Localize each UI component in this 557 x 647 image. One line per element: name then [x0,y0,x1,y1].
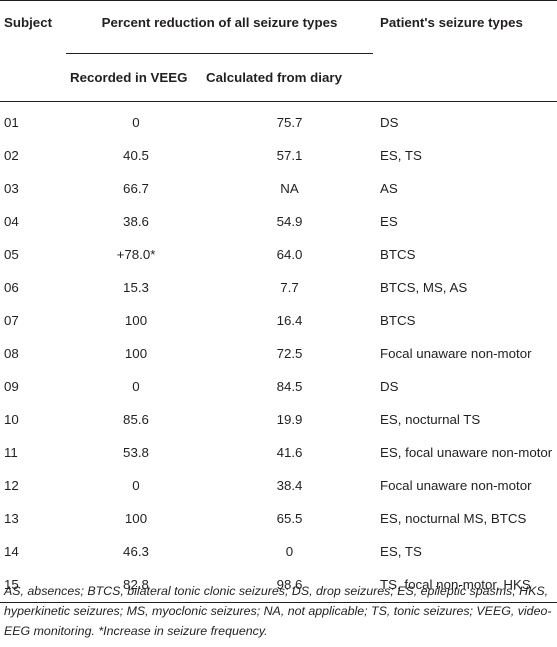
recorded-veeg-cell: 85.6 [123,412,149,427]
subject-cell: 12 [4,478,19,493]
header-subject: Subject [0,0,66,54]
calculated-diary-cell: 65.5 [276,511,303,526]
calculated-diary-cell: 19.9 [276,412,303,427]
recorded-veeg-cell: 66.7 [123,181,149,196]
recorded-veeg-cell: 46.3 [123,544,149,559]
subject-cell: 09 [4,379,19,394]
seizure-reduction-table: Subject Percent reduction of all seizure… [0,0,557,603]
recorded-veeg-cell: 38.6 [123,214,149,229]
subject-cell: 15 [0,569,66,603]
recorded-veeg-cell: 0 [132,379,140,394]
recorded-veeg-cell: 100 [124,313,148,328]
table-footnote: AS, absences; BTCS, bilateral tonic clon… [4,584,552,638]
table-row: 07 100 16.4 BTCS [0,305,557,338]
header-recorded-in-veeg: Recorded in VEEG [66,53,206,102]
calculated-diary-cell: 84.5 [276,379,303,394]
subject-cell: 05 [4,247,19,262]
seizure-types-cell: ES, focal unaware non-motor [380,445,553,460]
calculated-diary-cell: 7.7 [280,280,299,295]
table-row: 04 38.6 54.9 ES [0,206,557,239]
seizure-types-cell: ES, TS [380,148,422,163]
table-row: 14 46.3 0 ES, TS [0,536,557,569]
seizure-types-cell: ES, TS [380,544,422,559]
seizure-types-cell: BTCS [380,313,416,328]
header-percent-reduction: Percent reduction of all seizure types [66,0,374,54]
table-row: 15 82.8 98.6 TS, focal non-motor, HKS [0,569,557,603]
recorded-veeg-cell: 40.5 [123,148,149,163]
calculated-diary-cell: 75.7 [276,115,303,130]
calculated-diary-cell: 0 [285,544,294,559]
recorded-veeg-cell: 100 [124,511,148,526]
seizure-types-cell: AS [380,181,398,196]
table-row: 13 100 65.5 ES, nocturnal MS, BTCS [0,503,557,536]
subject-cell: 14 [4,544,19,559]
subject-cell: 01 [4,115,19,130]
seizure-types-cell: ES [380,214,398,229]
recorded-veeg-cell: +78.0* [116,247,156,262]
subject-cell: 02 [4,148,19,163]
seizure-types-cell: BTCS [380,247,416,262]
calculated-diary-cell: 38.4 [276,478,303,493]
recorded-veeg-cell: 100 [124,346,148,361]
seizure-types-cell: DS [380,115,399,130]
subject-cell: 08 [4,346,19,361]
calculated-diary-cell: 16.4 [276,313,303,328]
recorded-veeg-cell: 15.3 [123,280,149,295]
seizure-types-cell: TS, focal non-motor, HKS [373,569,557,603]
calculated-diary-cell: 72.5 [276,346,303,361]
calculated-diary-cell: 64.0 [276,247,303,262]
seizure-types-cell: Focal unaware non-motor [380,478,532,493]
calculated-diary-cell: 54.9 [276,214,303,229]
seizure-types-cell: BTCS, MS, AS [380,280,468,295]
table-row: 05 +78.0* 64.0 BTCS [0,239,557,272]
subject-cell: 03 [4,181,19,196]
recorded-veeg-cell: 0 [132,478,140,493]
seizure-types-cell: Focal unaware non-motor [380,346,532,361]
table-row: 09 0 84.5 DS [0,371,557,404]
subject-cell: 06 [4,280,19,295]
seizure-types-cell: ES, nocturnal TS [380,412,481,427]
header-types-blank [373,53,557,102]
recorded-veeg-cell: 0 [132,115,140,130]
table-row: 12 0 38.4 Focal unaware non-motor [0,470,557,503]
table-row: 08 100 72.5 Focal unaware non-motor [0,338,557,371]
header-patient-seizure-types: Patient's seizure types [373,0,557,54]
table-row: 06 15.3 7.7 BTCS, MS, AS [0,272,557,305]
table-row: 10 85.6 19.9 ES, nocturnal TS [0,404,557,437]
calculated-diary-cell: NA [280,181,299,196]
subject-cell: 07 [4,313,19,328]
subject-cell: 11 [4,445,18,460]
recorded-veeg-cell: 53.8 [123,445,149,460]
seizure-types-cell: ES, nocturnal MS, BTCS [380,511,527,526]
table-row: 01 0 75.7 DS [0,102,557,141]
table-body: 01 0 75.7 DS 02 40.5 57.1 ES, TS 03 66.7 NA AS 04 38.… [0,102,557,603]
table-row: 02 40.5 57.1 ES, TS [0,140,557,173]
table-header: Subject Percent reduction of all seizure… [0,0,557,102]
calculated-diary-cell: 41.6 [276,445,303,460]
subject-cell: 10 [4,412,19,427]
header-calculated-from-diary: Calculated from diary [206,53,374,102]
table-row: 11 53.8 41.6 ES, focal unaware non-motor [0,437,557,470]
calculated-diary-cell: 57.1 [276,148,303,163]
subject-cell: 13 [4,511,19,526]
seizure-types-cell: DS [380,379,399,394]
subject-cell: 04 [4,214,19,229]
recorded-veeg-cell: 82.8 [66,569,206,603]
table-row: 03 66.7 NA AS [0,173,557,206]
calculated-diary-cell: 98.6 [206,569,374,603]
header-subject-blank [0,53,66,102]
